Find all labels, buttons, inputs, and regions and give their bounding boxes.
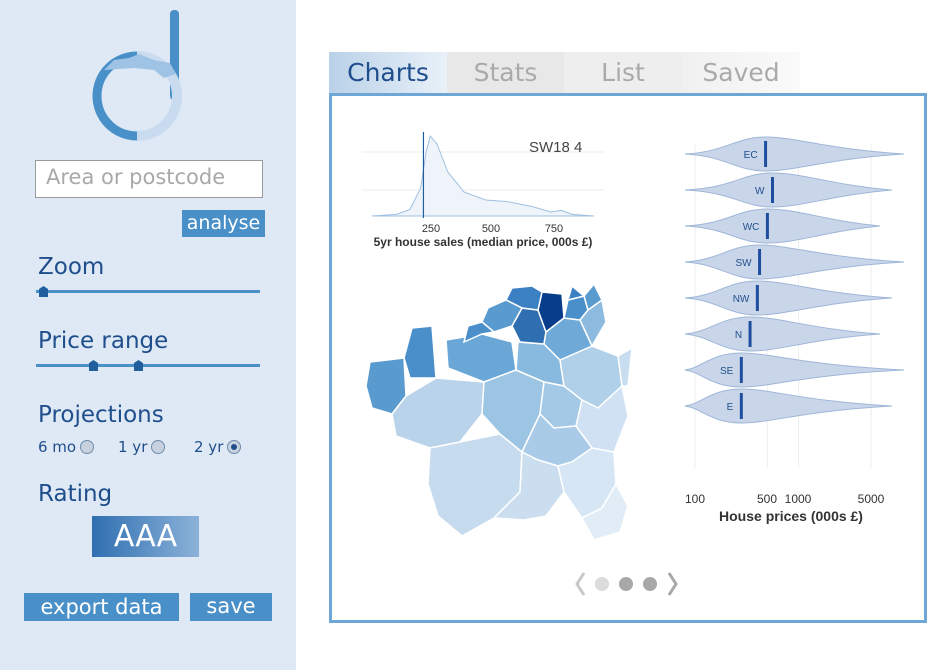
search-input[interactable]: Area or postcode: [35, 160, 263, 198]
map-region[interactable]: [580, 482, 629, 541]
density-tick-label: 500: [482, 223, 500, 235]
violin-shape: [684, 352, 905, 388]
projection-option-6mo[interactable]: 6 mo: [38, 438, 95, 456]
price-range-slider[interactable]: [36, 364, 260, 367]
projection-option-1yr[interactable]: 1 yr: [118, 438, 166, 456]
tab-stats[interactable]: Stats: [447, 52, 564, 93]
violin-shape: [684, 388, 893, 424]
violin-category-label: WC: [743, 222, 760, 233]
violin-tick-label: 500: [757, 492, 777, 506]
zoom-slider-thumb[interactable]: [39, 286, 48, 297]
carousel-dot[interactable]: [619, 577, 633, 591]
rating-badge: AAA: [92, 516, 199, 557]
violin-shape: [684, 280, 893, 316]
radio-button-selected[interactable]: [227, 440, 242, 454]
violin-category-label: N: [735, 330, 742, 341]
carousel-controls: [575, 572, 678, 596]
density-tick-label: 250: [422, 223, 440, 235]
violin-shape: [684, 208, 881, 244]
projections-label: Projections: [38, 402, 164, 428]
price-range-max-thumb[interactable]: [134, 360, 143, 371]
violin-tick-label: 1000: [785, 492, 812, 506]
rating-label: Rating: [38, 481, 113, 507]
projection-option-label: 2 yr: [194, 438, 224, 456]
choropleth-map: [365, 282, 633, 541]
charts-canvas: SW18 4 250 500 750 5yr house sales (medi…: [362, 132, 905, 596]
charts-panel: SW18 4 250 500 750 5yr house sales (medi…: [329, 93, 927, 623]
export-data-button[interactable]: export data: [24, 593, 179, 621]
radio-button[interactable]: [80, 440, 95, 454]
zoom-slider[interactable]: [36, 290, 260, 293]
violin-category-label: SE: [720, 366, 734, 377]
projection-option-2yr[interactable]: 2 yr: [194, 438, 242, 456]
density-postcode-label: SW18 4: [529, 139, 582, 156]
density-chart: SW18 4 250 500 750 5yr house sales (medi…: [362, 132, 604, 249]
save-button[interactable]: save: [190, 593, 272, 621]
violin-tick-label: 5000: [858, 492, 885, 506]
analyse-button[interactable]: analyse: [182, 210, 265, 237]
price-range-label: Price range: [38, 328, 169, 354]
map-region[interactable]: [575, 384, 629, 453]
projection-option-label: 1 yr: [118, 438, 148, 456]
radio-button[interactable]: [151, 440, 166, 454]
sidebar: Area or postcode analyse Zoom Price rang…: [0, 0, 296, 670]
violin-layer: EC W WC SW NW N SE E: [684, 136, 905, 424]
violin-tick-label: 100: [685, 492, 705, 506]
violin-shape: [684, 136, 905, 172]
carousel-dot[interactable]: [595, 577, 609, 591]
projection-option-label: 6 mo: [38, 438, 77, 456]
price-range-min-thumb[interactable]: [89, 360, 98, 371]
carousel-prev-icon[interactable]: [575, 572, 586, 596]
app-logo: [92, 10, 183, 141]
violin-category-label: SW: [735, 258, 752, 269]
carousel-dot-active[interactable]: [643, 577, 657, 591]
map-region[interactable]: [579, 298, 607, 348]
map-region[interactable]: [427, 433, 523, 537]
density-x-axis-title: 5yr house sales (median price, 000s £): [374, 235, 593, 249]
violin-shape: [684, 244, 905, 280]
violin-category-label: EC: [744, 150, 758, 161]
violin-x-axis-title: House prices (000s £): [719, 508, 863, 524]
violin-category-label: E: [727, 402, 734, 413]
violin-chart: EC W WC SW NW N SE E 100 500 1000 5000 House pr…: [684, 136, 905, 524]
violin-category-label: NW: [733, 294, 750, 305]
carousel-next-icon[interactable]: [667, 572, 678, 596]
tab-saved[interactable]: Saved: [682, 52, 800, 93]
violin-shape: [684, 172, 893, 208]
tab-list[interactable]: List: [564, 52, 682, 93]
density-tick-label: 750: [545, 223, 563, 235]
density-area: [371, 134, 595, 217]
violin-shape: [684, 316, 881, 352]
tab-charts[interactable]: Charts: [329, 52, 447, 93]
map-region[interactable]: [617, 346, 633, 387]
map-region[interactable]: [566, 284, 586, 302]
map-region[interactable]: [403, 325, 437, 379]
violin-category-label: W: [755, 186, 765, 197]
map-region[interactable]: [462, 321, 496, 344]
zoom-label: Zoom: [38, 254, 105, 280]
